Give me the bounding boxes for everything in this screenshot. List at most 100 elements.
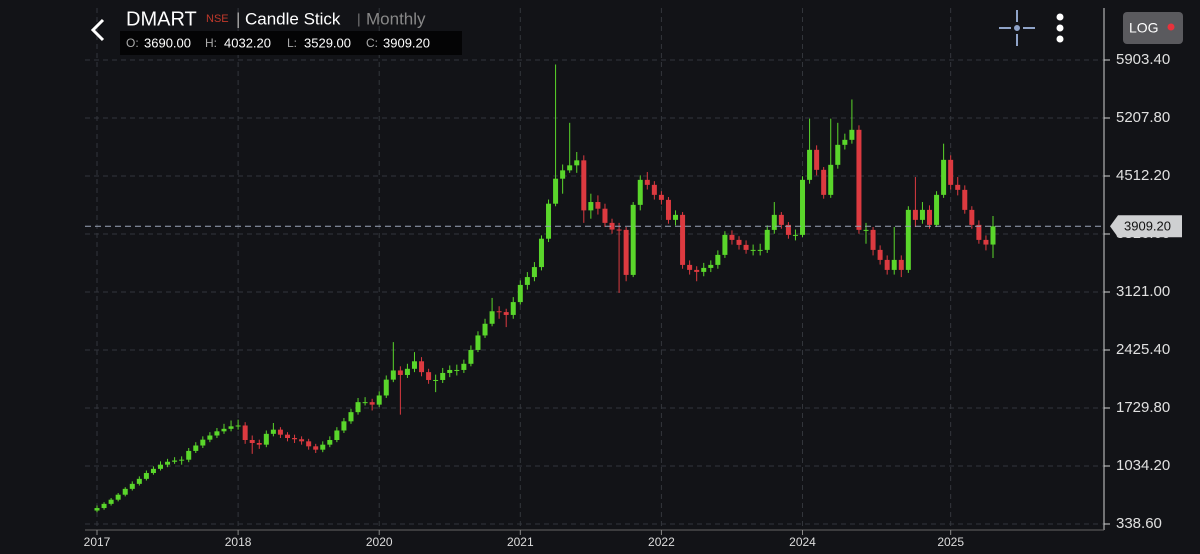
candle-body [757,249,763,251]
candle-body [630,204,636,275]
candle-body [157,464,163,469]
candle-body [842,139,848,145]
candle-body [884,259,890,270]
candle-body [200,439,206,446]
candle-body [581,160,587,211]
x-tick-label: 2025 [937,535,964,549]
candle-body [249,440,255,444]
candle-body [122,488,128,495]
y-tick-label: 3121.00 [1116,283,1170,300]
candle-body [750,249,756,251]
candle-body [856,129,862,230]
candle-body [299,439,305,442]
candle-body [680,214,686,265]
candle-body [574,160,580,166]
candle-body [623,229,629,275]
candle-body [136,478,142,484]
candle-body [673,214,679,220]
candle-body [172,460,178,462]
candle-body [341,421,347,431]
candle-body [461,363,467,370]
candle-body [263,433,269,445]
candle-body [524,277,530,285]
x-tick-label: 2022 [648,535,675,549]
candle-body [306,441,312,447]
candle-body [941,159,947,195]
candle-body [990,226,996,245]
y-tick-label: 5903.40 [1116,51,1170,68]
candle-body [327,440,333,445]
candle-body [800,179,806,235]
candle-body [863,229,869,231]
candle-body [637,179,643,205]
c-label: C: [366,36,378,50]
candle-body [553,178,559,204]
candle-body [284,434,290,439]
l-value: 3529.00 [304,35,351,50]
candle-body [383,379,389,396]
candle-body [835,144,841,165]
candle-body [849,129,855,140]
separator: | [236,9,240,28]
h-label: H: [205,36,217,50]
x-tick-label: 2020 [366,535,393,549]
candle-body [440,372,446,380]
candle-body [334,430,340,441]
candle-body [644,179,650,185]
candle-body [129,483,135,489]
candle-body [94,508,100,511]
back-button[interactable] [90,18,105,42]
candle-body [927,209,933,225]
candle-body [771,214,777,230]
candle-body [235,425,241,427]
candle-body [531,267,537,278]
crosshair-button[interactable] [999,10,1035,46]
y-tick-label: 2425.40 [1116,341,1170,358]
candle-body [948,159,954,185]
l-label: L: [287,36,297,50]
candle-body [475,335,481,350]
y-tick-label: 338.60 [1116,515,1162,532]
candle-body [369,402,375,405]
chart-kind: Candle Stick [245,9,341,28]
candle-body [277,429,283,435]
y-tick-label: 4512.20 [1116,167,1170,184]
ohlc-box [120,31,462,55]
candle-body [807,149,813,180]
candle-body [588,202,594,211]
candle-body [404,368,410,375]
candle-body [595,202,601,209]
candle-body [362,402,368,404]
h-value: 4032.20 [224,35,271,50]
x-tick-label: 2024 [789,535,816,549]
c-value: 3909.20 [383,35,430,50]
candle-body [962,189,968,210]
candle-body [694,269,700,272]
candle-body [560,170,566,179]
candle-body [983,239,989,245]
candle-body [651,184,657,195]
candle-body [496,311,502,313]
candle-body [785,224,791,235]
y-tick-label: 5207.80 [1116,109,1170,126]
candle-body [143,473,149,479]
candle-body [736,239,742,245]
candle-body [482,323,488,336]
candle-body [108,499,114,504]
candle-body [934,194,940,225]
candle-body [616,229,622,231]
interval: Monthly [366,9,426,28]
candle-body [489,311,495,324]
log-button[interactable]: LOG [1123,12,1183,44]
exchange: NSE [206,13,229,25]
candle-body [468,349,474,364]
candle-body [567,165,573,171]
last-price-tag [1110,215,1182,238]
x-tick-label: 2018 [225,535,252,549]
candle-body [214,431,220,436]
o-label: O: [126,36,139,50]
candle-body [397,370,403,375]
candle-body [433,379,439,381]
menu-button[interactable] [1056,13,1064,43]
